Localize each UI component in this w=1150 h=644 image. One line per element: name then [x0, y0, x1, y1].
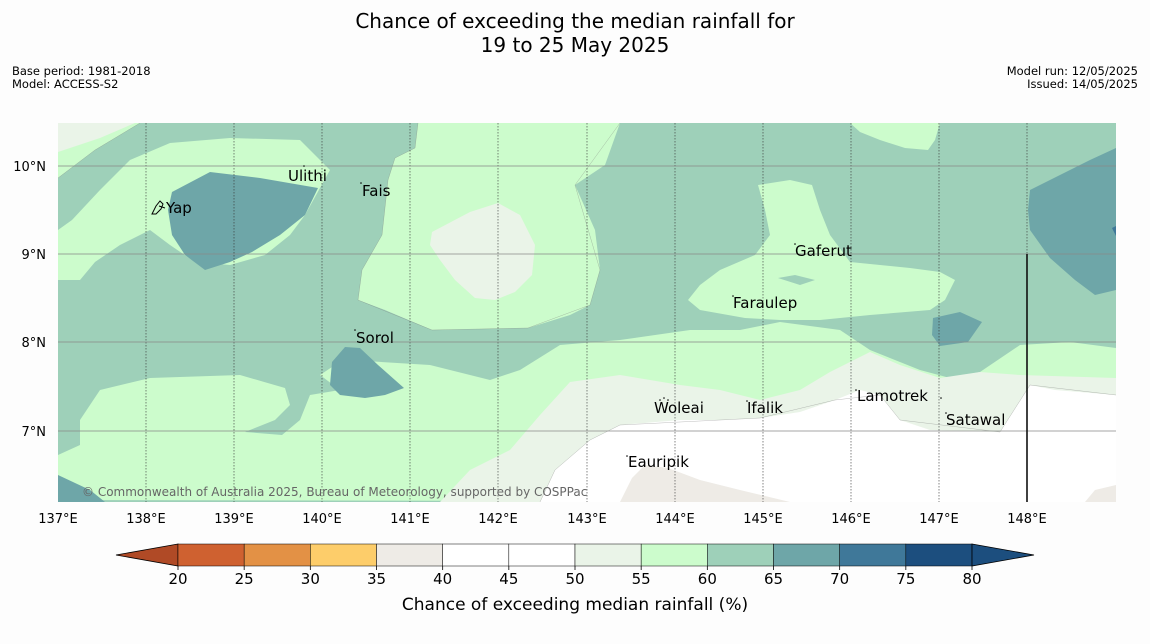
contour-70-75-east [1028, 148, 1116, 295]
place-gaferut: Gaferut [795, 242, 852, 260]
place-faraulep: Faraulep [733, 294, 797, 312]
colorbar-tick-label: 35 [367, 570, 386, 588]
place-satawal: Satawal [946, 411, 1005, 429]
colorbar-tick-label: 65 [764, 570, 783, 588]
lat-label: 10°N [13, 160, 46, 175]
lon-label: 140°E [302, 512, 342, 527]
lon-label: 145°E [743, 512, 783, 527]
colorbar-tick-label: 60 [698, 570, 717, 588]
contour-75-80-east-edge [1112, 226, 1116, 236]
colorbar-cell [574, 543, 642, 567]
contour-70-75-small-b [778, 275, 815, 285]
colorbar-cell [707, 543, 774, 567]
colorbar-tick-label: 45 [499, 570, 518, 588]
longitude-labels: 137°E 138°E 139°E 140°E 141°E 142°E 143°… [38, 512, 1047, 527]
island-dots [303, 165, 947, 457]
meta-left: Base period: 1981-2018 Model: ACCESS-S2 [12, 65, 151, 91]
colorbar-cell [839, 543, 907, 567]
contour-55-60-north [58, 123, 135, 152]
graticule [145, 123, 1028, 502]
latitude-labels: 10°N 9°N 8°N 7°N [13, 160, 46, 440]
lon-label: 144°E [655, 512, 695, 527]
lon-label: 148°E [1007, 512, 1047, 527]
contour-70-75-sw [58, 475, 105, 502]
contour-45-55-south [540, 385, 1116, 502]
contour-40-45-a [620, 465, 790, 502]
colorbar-tick-label: 80 [962, 570, 981, 588]
base-period: Base period: 1981-2018 [12, 64, 151, 78]
lat-label: 7°N [22, 425, 47, 440]
model-run: Model run: 12/05/2025 [1006, 64, 1138, 78]
contour-60-65-north [850, 123, 940, 150]
title-line-2: 19 to 25 May 2025 [480, 33, 670, 57]
contour-55-60-blob [430, 203, 535, 300]
colorbar-tick-label: 30 [301, 570, 320, 588]
colorbar-extend-high [971, 543, 1035, 567]
colorbar-tick-label: 70 [830, 570, 849, 588]
yap-island-shape [151, 200, 166, 215]
place-eauripik: Eauripik [628, 453, 689, 471]
colorbar-tick-label: 55 [632, 570, 651, 588]
lon-label: 143°E [567, 512, 607, 527]
place-sorol: Sorol [356, 329, 394, 347]
place-labels: Yap Ulithi Fais Gaferut Faraulep Sorol W… [165, 167, 1005, 471]
colorbar-cell [376, 543, 443, 567]
lon-label: 142°E [478, 512, 518, 527]
contour-70-75-small-a [932, 312, 982, 346]
colorbar-cell [442, 543, 510, 567]
colorbar-tick-label: 50 [565, 570, 584, 588]
lon-label: 139°E [214, 512, 254, 527]
place-yap: Yap [165, 199, 192, 217]
map-title: Chance of exceeding the median rainfall … [0, 9, 1150, 57]
lat-label: 9°N [22, 248, 47, 263]
colorbar-cell [905, 543, 973, 567]
colorbar-cell [508, 543, 576, 567]
title-line-1: Chance of exceeding the median rainfall … [355, 9, 795, 33]
copyright-notice: © Commonwealth of Australia 2025, Bureau… [82, 485, 587, 499]
colorbar-cells [115, 543, 1035, 567]
place-lamotrek: Lamotrek [857, 387, 928, 405]
lon-label: 141°E [390, 512, 430, 527]
lon-label: 146°E [831, 512, 871, 527]
colorbar-cell [243, 543, 311, 567]
lon-label: 137°E [38, 512, 78, 527]
contour-60-65-central [688, 180, 955, 320]
lon-label: 147°E [919, 512, 959, 527]
place-woleai: Woleai [654, 399, 704, 417]
contour-70-75-yap [168, 172, 318, 270]
place-ulithi: Ulithi [288, 167, 327, 185]
colorbar-cell [177, 543, 245, 567]
colorbar-cell [310, 543, 377, 567]
colorbar-extend-low [115, 543, 179, 567]
contour-40-45-b [1085, 485, 1116, 502]
place-fais: Fais [362, 182, 391, 200]
issued-date: Issued: 14/05/2025 [1027, 77, 1138, 91]
place-ifalik: Ifalik [747, 399, 783, 417]
colorbar-ticks: 20 25 30 35 40 45 50 55 60 65 70 75 80 [168, 566, 982, 588]
contour-70-75-sorol [330, 347, 404, 398]
colorbar-tick-label: 25 [235, 570, 254, 588]
colorbar-tick-label: 40 [433, 570, 452, 588]
colorbar-cell [640, 543, 708, 567]
meta-right: Model run: 12/05/2025 Issued: 14/05/2025 [1007, 65, 1138, 91]
colorbar: 20 25 30 35 40 45 50 55 60 65 70 75 80 Chance of exc… [115, 543, 1035, 615]
model-name: Model: ACCESS-S2 [12, 77, 119, 91]
map-panel: © Commonwealth of Australia 2025, Bureau… [58, 123, 1116, 502]
colorbar-title: Chance of exceeding median rainfall (%) [402, 595, 748, 615]
lat-label: 8°N [22, 336, 47, 351]
colorbar-tick-label: 20 [168, 570, 187, 588]
colorbar-tick-label: 75 [896, 570, 915, 588]
lon-label: 138°E [126, 512, 166, 527]
colorbar-cell [773, 543, 840, 567]
